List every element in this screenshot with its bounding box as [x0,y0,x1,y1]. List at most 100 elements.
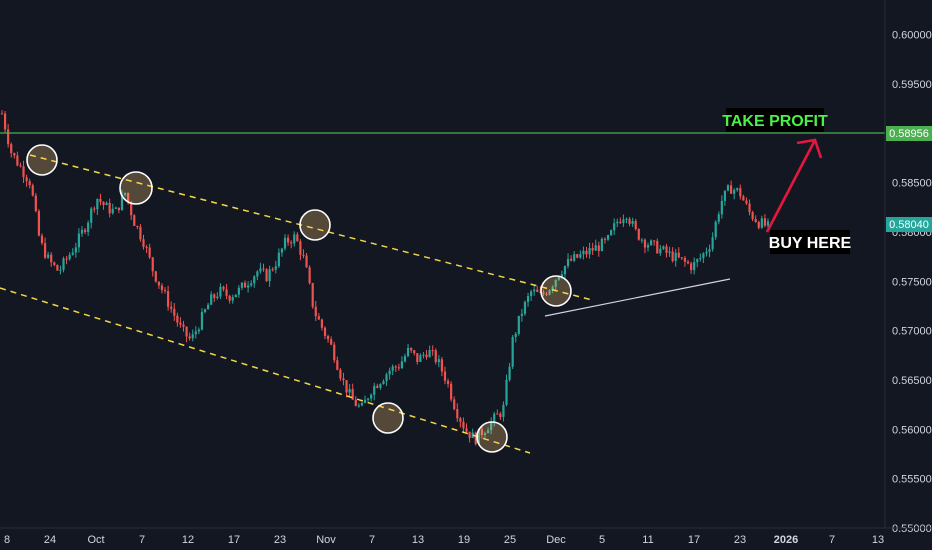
candle-down [410,347,413,351]
swing-circle-6[interactable] [540,275,572,307]
candle-up [705,251,708,254]
price-tick-label: 0.55500 [892,474,932,486]
candle-up [668,251,671,253]
candle-down [83,229,87,232]
candle-up [760,218,763,228]
candle-up [256,271,259,277]
candle-up [736,188,739,190]
candle-up [674,252,677,261]
candle-down [634,220,637,229]
candle-up [650,240,653,246]
target-arrow-shaft[interactable] [765,139,817,233]
candle-up [422,354,425,356]
candle-down [751,212,754,220]
candle-down [130,202,133,216]
candle-down [468,431,471,439]
candle-down [585,250,588,255]
candle-up [366,398,370,400]
candle-up [490,421,493,431]
candle-up [277,252,280,267]
candle-down [413,350,416,354]
candle-down [56,264,59,271]
time-tick-label: 17 [228,534,240,546]
candle-up [573,254,576,261]
candle-down [286,237,290,243]
candle-up [216,296,219,298]
candle-up [391,366,394,371]
candle-up [200,312,204,330]
candle-down [729,185,733,194]
candle-down [453,399,456,410]
candle-up [520,313,523,316]
candle-up [71,252,74,255]
candle-up [646,245,650,248]
candle-down [456,409,459,419]
channel-lower-line[interactable] [0,287,531,454]
swing-circle-4[interactable] [372,402,404,434]
swing-circle-2[interactable] [119,171,153,205]
swing-circle-5[interactable] [476,421,508,453]
candle-down [394,366,397,368]
support-trend-line[interactable] [544,278,731,317]
candle-up [613,223,616,231]
candle-up [240,282,244,288]
candle-down [397,367,400,369]
candle-down [314,306,317,317]
candle-down [145,246,148,248]
swing-circle-3[interactable] [299,209,331,241]
candle-down [686,261,690,264]
candle-up [625,218,628,220]
candle-down [50,254,53,263]
price-tick-label: 0.56000 [892,424,932,436]
candle-up [203,309,207,313]
candle-up [717,214,720,222]
candle-down [299,241,302,255]
time-tick-label: 23 [734,534,746,546]
candle-down [677,252,680,258]
candle-up [631,220,634,224]
candle-up [274,266,277,270]
candle-down [499,413,502,417]
level-price-tag-text: 0.58956 [889,128,929,140]
candle-up [726,185,730,191]
candle-up [493,413,496,422]
candle-down [133,215,136,227]
candle-down [151,257,154,272]
candle-up [348,389,351,393]
candle-down [597,245,600,251]
candle-down [536,289,539,292]
candle-down [10,144,13,154]
candle-down [65,258,68,260]
candle-down [680,257,683,259]
candle-down [416,353,419,362]
candle-down [637,228,640,240]
swing-circle-1[interactable] [26,144,58,176]
candle-up [720,200,723,215]
candle-down [213,294,216,298]
candle-up [486,430,490,434]
channel-upper-line[interactable] [29,154,593,301]
time-tick-label: 2026 [774,534,798,546]
candle-down [474,432,477,444]
candle-up [517,315,520,334]
time-tick-label: 7 [829,534,835,546]
candle-down [31,185,34,196]
candle-up [693,262,696,271]
candle-up [111,208,114,214]
candle-down [3,113,7,130]
candle-up [231,297,234,301]
candle-up [502,404,505,417]
candle-down [450,383,453,400]
time-axis[interactable]: 8 24 Oct 7 12 17 23 Nov 7 13 19 25 Dec 5 11 17 23 2026 7 13 [0,527,932,546]
price-axis[interactable]: 0.600000.595000.590000.585000.580000.575… [884,0,932,535]
candle-up [237,287,240,295]
candle-down [22,166,25,178]
candle-down [34,195,37,212]
current-price-tag-text: 0.58040 [889,219,929,231]
time-tick-label: 7 [369,534,375,546]
candle-down [326,335,330,340]
candle-up [699,258,702,260]
candle-up [563,266,567,275]
